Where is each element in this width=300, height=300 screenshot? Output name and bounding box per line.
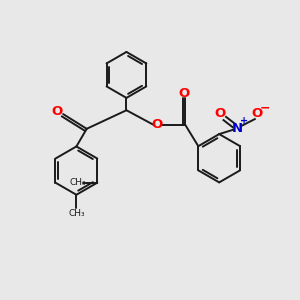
Text: N: N bbox=[232, 122, 243, 135]
Text: −: − bbox=[260, 101, 271, 114]
Text: O: O bbox=[51, 105, 62, 118]
Text: O: O bbox=[252, 107, 263, 120]
Text: CH₃: CH₃ bbox=[69, 178, 86, 187]
Text: O: O bbox=[214, 107, 225, 120]
Text: O: O bbox=[152, 118, 163, 131]
Text: +: + bbox=[240, 116, 248, 126]
Text: CH₃: CH₃ bbox=[68, 208, 85, 217]
Text: O: O bbox=[178, 87, 190, 100]
